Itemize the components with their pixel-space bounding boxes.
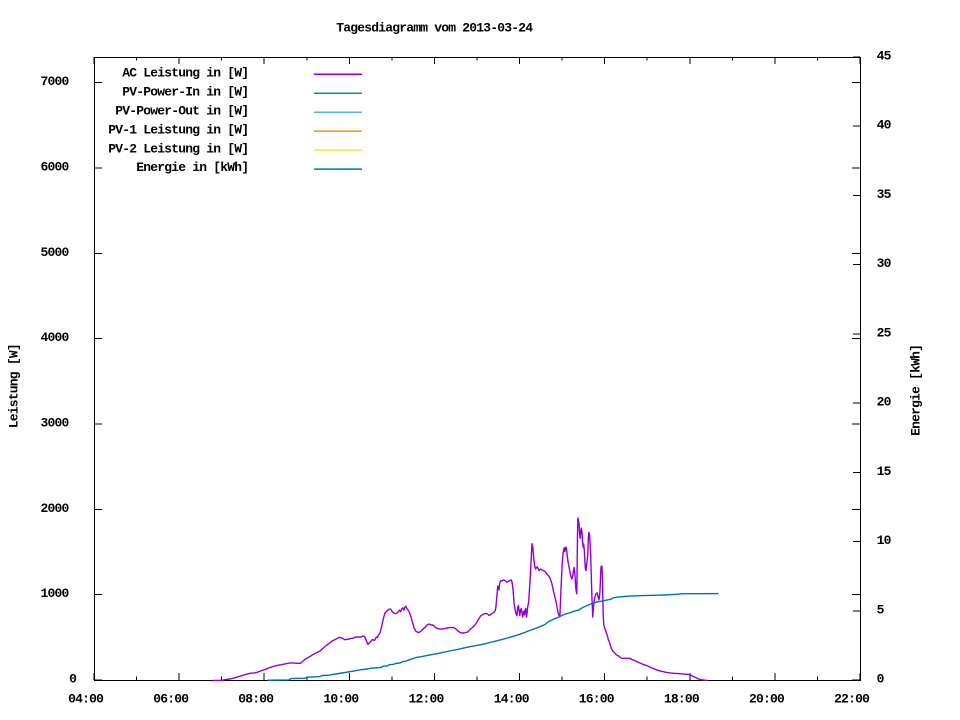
svg-text:7000: 7000 [40,74,69,89]
svg-text:PV-2 Leistung in [W]: PV-2 Leistung in [W] [108,141,248,156]
svg-text:14:00: 14:00 [494,691,530,706]
svg-text:22:00: 22:00 [834,691,870,706]
svg-text:40: 40 [877,118,892,133]
svg-text:30: 30 [877,256,892,271]
svg-text:2000: 2000 [40,501,69,516]
svg-text:4000: 4000 [40,330,69,345]
svg-text:0: 0 [877,672,885,687]
svg-text:Tagesdiagramm vom 2013-03-24: Tagesdiagramm vom 2013-03-24 [336,21,533,36]
svg-text:Energie in [kWh]: Energie in [kWh] [136,160,248,175]
svg-text:PV-1 Leistung in [W]: PV-1 Leistung in [W] [108,122,248,137]
svg-text:45: 45 [877,49,892,64]
svg-text:6000: 6000 [40,160,69,175]
svg-text:PV-Power-In in [W]: PV-Power-In in [W] [122,85,248,100]
svg-text:16:00: 16:00 [579,691,615,706]
svg-text:18:00: 18:00 [664,691,700,706]
svg-text:15: 15 [877,464,892,479]
svg-text:PV-Power-Out in [W]: PV-Power-Out in [W] [115,103,248,118]
svg-text:AC Leistung in [W]: AC Leistung in [W] [122,66,248,81]
svg-text:Leistung [W]: Leistung [W] [7,344,22,428]
svg-text:25: 25 [877,325,892,340]
svg-text:10: 10 [877,533,892,548]
svg-text:0: 0 [69,672,77,687]
svg-text:1000: 1000 [40,586,69,601]
svg-text:5000: 5000 [40,245,69,260]
svg-text:5: 5 [877,602,885,617]
svg-text:08:00: 08:00 [238,691,274,706]
svg-text:20:00: 20:00 [749,691,785,706]
svg-text:10:00: 10:00 [323,691,359,706]
svg-text:06:00: 06:00 [153,691,189,706]
svg-text:35: 35 [877,187,892,202]
svg-text:20: 20 [877,395,892,410]
svg-text:3000: 3000 [40,416,69,431]
svg-text:04:00: 04:00 [68,691,104,706]
svg-text:12:00: 12:00 [408,691,444,706]
svg-text:Energie [kWh]: Energie [kWh] [908,345,923,436]
